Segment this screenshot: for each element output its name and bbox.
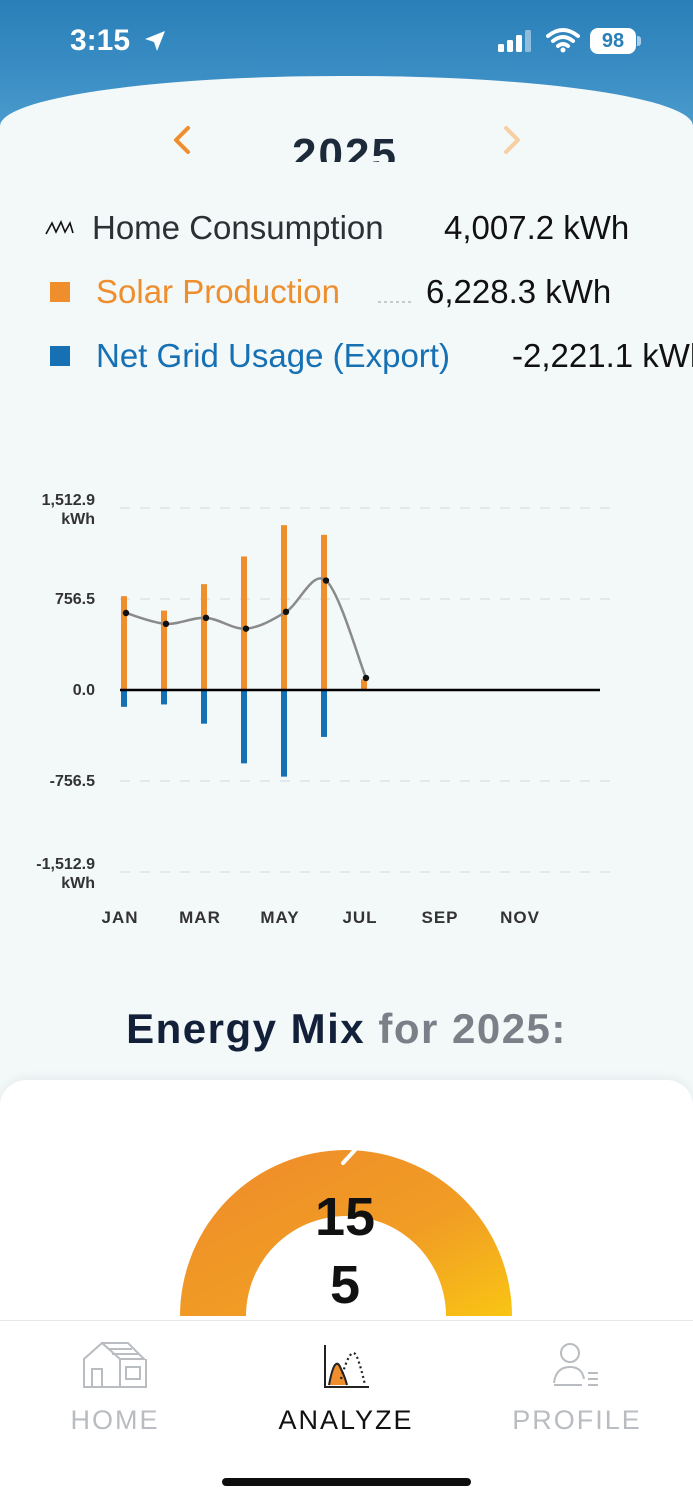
legend-value: 6,228.3 kWh	[426, 273, 612, 310]
legend-net-grid-usage[interactable]: Net Grid Usage (Export) -2,221.1 kWh	[44, 334, 693, 378]
home-consumption-point	[242, 625, 250, 632]
home-consumption-point	[362, 674, 370, 682]
tab-home[interactable]: HOME	[15, 1339, 215, 1436]
orange-square-icon	[50, 282, 70, 302]
house-icon	[83, 1341, 147, 1388]
home-consumption-point	[122, 609, 130, 617]
bar-grid-feb	[161, 690, 167, 705]
battery-tip	[637, 36, 641, 46]
bar-solar-apr	[241, 556, 247, 690]
status-time: 3:15	[70, 24, 131, 57]
bar-grid-may	[281, 690, 287, 777]
tab-analyze[interactable]: ANALYZE	[246, 1339, 446, 1436]
legend-value: 4,007.2 kWh	[444, 209, 630, 246]
bar-solar-jun	[321, 534, 327, 690]
x-tick-label: NOV	[500, 908, 540, 927]
gauge-value-line1: 15	[314, 1187, 376, 1247]
tab-label: HOME	[70, 1405, 160, 1435]
x-tick-label: JAN	[101, 908, 138, 927]
bar-solar-jul	[361, 679, 367, 690]
energy-mix-title-bold: Energy Mix	[126, 1005, 366, 1052]
tab-label: ANALYZE	[278, 1405, 414, 1435]
home-consumption-point	[322, 577, 330, 584]
x-tick-label: JUL	[342, 908, 377, 927]
gauge-expand-chevron-icon[interactable]	[336, 1132, 362, 1168]
energy-mix-title-year: for 2025:	[378, 1005, 567, 1052]
bar-grid-mar	[201, 690, 207, 724]
blue-square-icon	[50, 346, 70, 366]
legend-value: -2,221.1 kWh	[512, 337, 693, 374]
year-selector: 2025	[230, 120, 460, 162]
legend-solar-production[interactable]: Solar Production 6,228.3 kWh	[44, 270, 611, 314]
wifi-icon	[546, 28, 580, 53]
home-consumption-point	[162, 620, 170, 628]
location-arrow-icon	[145, 31, 165, 51]
home-consumption-point	[202, 614, 210, 622]
bar-solar-feb	[161, 610, 167, 690]
line-wave-icon	[45, 220, 74, 235]
y-tick-label: 1,512.9 kWh	[42, 492, 95, 528]
legend-home-consumption[interactable]: Home Consumption 4,007.2 kWh	[44, 206, 629, 250]
year-label: 2025	[292, 130, 398, 162]
bar-grid-jun	[321, 690, 327, 737]
home-indicator	[222, 1478, 471, 1486]
y-tick-label: -1,512.9 kWh	[36, 856, 95, 892]
gauge-value-line2: 5	[329, 1255, 361, 1315]
tab-profile[interactable]: PROFILE	[477, 1339, 677, 1436]
x-tick-label: MAR	[179, 908, 221, 927]
bar-grid-apr	[241, 690, 247, 764]
energy-mix-card	[0, 1080, 693, 1340]
dotted-leader	[378, 301, 414, 303]
bar-solar-mar	[201, 584, 207, 690]
x-tick-label: MAY	[260, 908, 299, 927]
bar-solar-jan	[121, 596, 127, 690]
bar-solar-may	[281, 525, 287, 690]
bar-grid-jan	[121, 690, 127, 707]
cellular-signal-icon	[498, 30, 531, 52]
energy-chart[interactable]: 1,512.9 kWh 756.5 0.0 -756.5 -1,512.9 kWh JAN MA…	[0, 490, 693, 930]
y-tick-label: 0.0	[73, 682, 95, 699]
bottom-tab-bar: HOME ANALYZE PROFILE	[0, 1320, 693, 1499]
profile-icon	[553, 1343, 598, 1386]
legend-label: Net Grid Usage (Export)	[96, 337, 450, 374]
legend-label: Solar Production	[96, 273, 340, 310]
tab-label: PROFILE	[512, 1405, 642, 1435]
energy-mix-gauge[interactable]	[180, 1116, 512, 1316]
analyze-chart-icon	[324, 1345, 369, 1388]
home-consumption-point	[282, 608, 290, 616]
battery-indicator: 98	[590, 28, 636, 54]
previous-year-chevron-icon[interactable]	[168, 122, 196, 158]
y-tick-label: 756.5	[55, 591, 95, 608]
legend-label: Home Consumption	[92, 209, 384, 246]
x-tick-label: SEP	[421, 908, 458, 927]
energy-mix-title: Energy Mix for 2025:	[0, 1005, 693, 1053]
y-tick-label: -756.5	[50, 773, 95, 790]
next-year-chevron-icon[interactable]	[498, 122, 526, 158]
